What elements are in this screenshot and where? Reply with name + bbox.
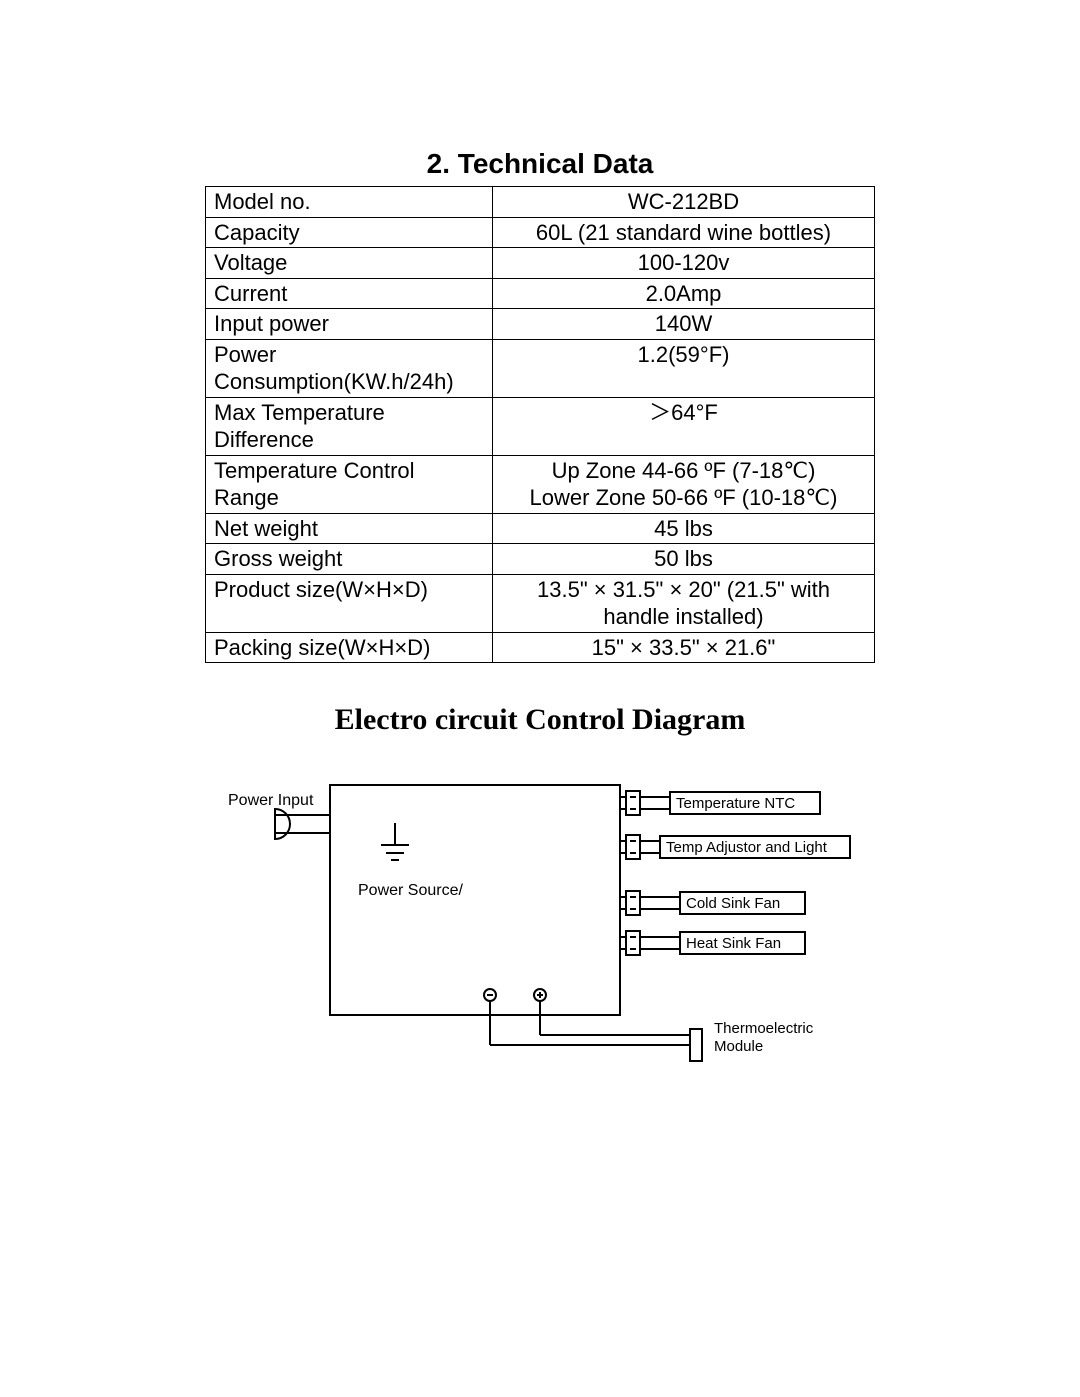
table-row: Current2.0Amp xyxy=(206,278,875,309)
spec-value: WC-212BD xyxy=(493,187,875,218)
spec-label: Net weight xyxy=(206,513,493,544)
table-row: Voltage100-120v xyxy=(206,248,875,279)
table-row: Gross weight50 lbs xyxy=(206,544,875,575)
table-row: Capacity60L (21 standard wine bottles) xyxy=(206,217,875,248)
spec-value: 2.0Amp xyxy=(493,278,875,309)
document-page: 2. Technical Data Model no.WC-212BDCapac… xyxy=(0,0,1080,1397)
spec-label: Power Consumption(KW.h/24h) xyxy=(206,339,493,397)
table-row: Input power140W xyxy=(206,309,875,340)
technical-data-table: Model no.WC-212BDCapacity60L (21 standar… xyxy=(205,186,875,663)
spec-label: Capacity xyxy=(206,217,493,248)
diagram-title: Electro circuit Control Diagram xyxy=(0,703,1080,737)
spec-label: Gross weight xyxy=(206,544,493,575)
table-row: Model no.WC-212BD xyxy=(206,187,875,218)
svg-text:Temperature NTC: Temperature NTC xyxy=(676,795,795,812)
spec-label: Current xyxy=(206,278,493,309)
spec-value: 15" × 33.5" × 21.6" xyxy=(493,632,875,663)
svg-text:Thermoelectric: Thermoelectric xyxy=(714,1020,814,1037)
spec-value: Up Zone 44-66 ºF (7-18℃)Lower Zone 50-66… xyxy=(493,455,875,513)
table-row: Temperature Control RangeUp Zone 44-66 º… xyxy=(206,455,875,513)
spec-value: 60L (21 standard wine bottles) xyxy=(493,217,875,248)
table-row: Packing size(W×H×D)15" × 33.5" × 21.6" xyxy=(206,632,875,663)
spec-label: Model no. xyxy=(206,187,493,218)
spec-value: 140W xyxy=(493,309,875,340)
circuit-diagram: Power Input Power Source/Temperature NTC T… xyxy=(220,765,860,1070)
spec-value: 1.2(59°F) xyxy=(493,339,875,397)
section-title: 2. Technical Data xyxy=(0,148,1080,180)
spec-label: Product size(W×H×D) xyxy=(206,574,493,632)
spec-value: 13.5" × 31.5" × 20" (21.5" with handle i… xyxy=(493,574,875,632)
svg-text:Temp Adjustor and Light: Temp Adjustor and Light xyxy=(666,839,828,856)
svg-text:Power Source/: Power Source/ xyxy=(358,882,463,899)
table-row: Power Consumption(KW.h/24h)1.2(59°F) xyxy=(206,339,875,397)
spec-label: Max Temperature Difference xyxy=(206,397,493,455)
spec-label: Packing size(W×H×D) xyxy=(206,632,493,663)
svg-text:Cold Sink Fan: Cold Sink Fan xyxy=(686,895,780,912)
spec-value: 50 lbs xyxy=(493,544,875,575)
svg-text:Power Input: Power Input xyxy=(228,792,314,809)
svg-text:Module: Module xyxy=(714,1038,763,1055)
spec-label: Input power xyxy=(206,309,493,340)
spec-value: ＞64°F xyxy=(493,397,875,455)
spec-label: Temperature Control Range xyxy=(206,455,493,513)
spec-label: Voltage xyxy=(206,248,493,279)
table-row: Net weight45 lbs xyxy=(206,513,875,544)
table-row: Max Temperature Difference＞64°F xyxy=(206,397,875,455)
table-row: Product size(W×H×D)13.5" × 31.5" × 20" (… xyxy=(206,574,875,632)
spec-value: 45 lbs xyxy=(493,513,875,544)
svg-text:Heat Sink Fan: Heat Sink Fan xyxy=(686,935,781,952)
spec-value: 100-120v xyxy=(493,248,875,279)
